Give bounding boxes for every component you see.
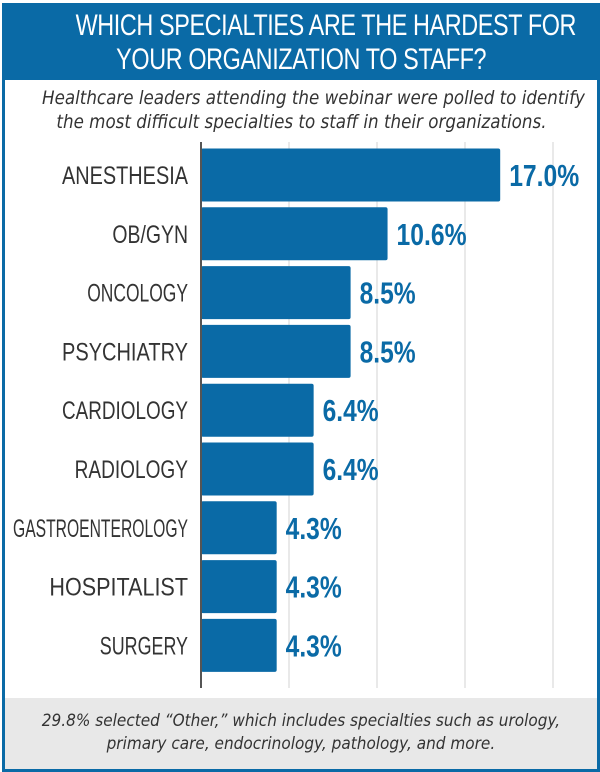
bar-radiology bbox=[201, 442, 314, 496]
bar-gastroenterology bbox=[201, 501, 277, 555]
footnote-line-1: 29.8% selected “Other,” which includes s… bbox=[41, 711, 561, 731]
data-label: 6.4% bbox=[323, 452, 379, 487]
data-label: 17.0% bbox=[509, 158, 579, 193]
category-label: CARDIOLOGY bbox=[62, 397, 188, 425]
subtitle-line-1: Healthcare leaders attending the webinar… bbox=[42, 87, 585, 109]
category-label: OB/GYN bbox=[112, 221, 188, 249]
infographic-frame: WHICH SPECIALTIES ARE THE HARDEST FOR YO… bbox=[2, 3, 600, 772]
data-label: 4.3% bbox=[286, 511, 342, 546]
category-label: HOSPITALIST bbox=[49, 574, 188, 602]
data-label: 4.3% bbox=[286, 570, 342, 605]
data-label: 4.3% bbox=[286, 628, 342, 663]
category-label: RADIOLOGY bbox=[75, 456, 189, 484]
subtitle-line-2: the most difficult specialties to staff … bbox=[55, 111, 547, 133]
title-line-1: WHICH SPECIALTIES ARE THE HARDEST FOR bbox=[75, 9, 577, 42]
bar-anesthesia bbox=[201, 148, 501, 202]
bar-obgyn bbox=[201, 207, 388, 261]
footnote-line-2: primary care, endocrinology, pathology, … bbox=[106, 734, 496, 754]
category-label: GASTROENTEROLOGY bbox=[13, 515, 188, 543]
data-label: 8.5% bbox=[360, 276, 416, 311]
bar-psychiatry bbox=[201, 324, 351, 378]
title-line-2: YOUR ORGANIZATION TO STAFF? bbox=[116, 43, 486, 76]
bar-surgery bbox=[201, 618, 277, 672]
bar-cardiology bbox=[201, 383, 314, 437]
chart-subtitle: Healthcare leaders attending the webinar… bbox=[5, 86, 597, 134]
bar-oncology bbox=[201, 266, 351, 320]
bar-hospitalist bbox=[201, 560, 277, 614]
category-label: ANESTHESIA bbox=[62, 162, 188, 190]
category-label: ONCOLOGY bbox=[87, 280, 188, 308]
chart-title: WHICH SPECIALTIES ARE THE HARDEST FOR YO… bbox=[5, 6, 597, 80]
data-label: 8.5% bbox=[360, 334, 416, 369]
category-label: SURGERY bbox=[100, 632, 188, 660]
data-label: 10.6% bbox=[397, 217, 467, 252]
footnote: 29.8% selected “Other,” which includes s… bbox=[5, 698, 597, 769]
category-label: PSYCHIATRY bbox=[62, 338, 188, 366]
data-label: 6.4% bbox=[323, 393, 379, 428]
